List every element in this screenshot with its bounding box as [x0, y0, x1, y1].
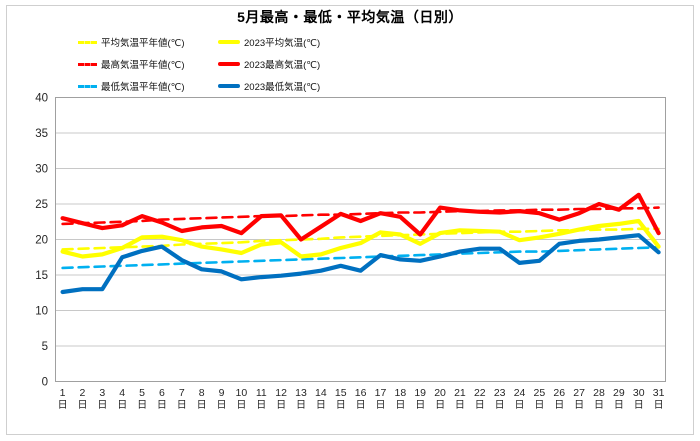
plot-border [55, 97, 666, 382]
legend-label: 最高気温平年値(℃) [101, 60, 185, 71]
chart-title: 5月最高・最低・平均気温（日別） [237, 9, 463, 25]
x-axis-tick-suffix: 日 [336, 400, 346, 411]
x-axis-tick-suffix: 日 [554, 400, 564, 411]
x-axis-tick-label: 27 [573, 387, 585, 399]
x-axis-tick-label: 26 [553, 387, 565, 399]
x-axis-tick-suffix: 日 [415, 400, 425, 411]
x-axis-tick-label: 3 [99, 387, 105, 399]
x-axis-tick-suffix: 日 [574, 400, 584, 411]
x-axis-tick-suffix: 日 [654, 400, 664, 411]
x-axis-tick-suffix: 日 [77, 400, 87, 411]
x-axis-tick-label: 12 [275, 387, 287, 399]
legend-item-max-2023: 2023最高気温(℃) [218, 57, 320, 71]
x-axis-tick-suffix: 日 [435, 400, 445, 411]
y-axis-tick-label: 5 [42, 341, 48, 353]
x-axis-tick-suffix: 日 [356, 400, 366, 411]
x-axis-tick-suffix: 日 [236, 400, 246, 411]
x-axis-tick-label: 13 [295, 387, 307, 399]
x-axis-tick-label: 25 [534, 387, 546, 399]
x-axis-tick-suffix: 日 [177, 400, 187, 411]
legend-label: 2023最高気温(℃) [244, 60, 321, 71]
x-axis-tick-label: 30 [633, 387, 645, 399]
x-axis-tick-suffix: 日 [296, 400, 306, 411]
legend-label: 平均気温平年値(℃) [101, 38, 185, 49]
red-solid-line-icon [218, 62, 240, 66]
y-axis-tick-label: 30 [35, 164, 48, 176]
blue-solid-line-icon [218, 84, 240, 88]
x-axis-tick-label: 10 [236, 387, 248, 399]
x-axis-tick-label: 19 [414, 387, 426, 399]
x-axis-tick-label: 9 [219, 387, 225, 399]
legend-label: 2023平均気温(℃) [244, 38, 321, 49]
x-axis-tick-suffix: 日 [276, 400, 286, 411]
x-axis-tick-label: 23 [494, 387, 506, 399]
x-axis-tick-label: 20 [434, 387, 446, 399]
x-axis-tick-suffix: 日 [495, 400, 505, 411]
legend-item-avg-normal: 平均気温平年値(℃) [78, 35, 185, 49]
legend-item-avg-2023: 2023平均気温(℃) [218, 35, 320, 49]
x-axis-tick-suffix: 日 [395, 400, 405, 411]
x-axis-tick-suffix: 日 [634, 400, 644, 411]
y-axis-tick-label: 10 [35, 306, 48, 318]
x-axis-tick-label: 6 [159, 387, 165, 399]
x-axis-tick-suffix: 日 [58, 400, 68, 411]
x-axis-tick-suffix: 日 [217, 400, 227, 411]
x-axis-tick-label: 29 [613, 387, 625, 399]
x-axis-tick-suffix: 日 [614, 400, 624, 411]
x-axis-tick-suffix: 日 [534, 400, 544, 411]
chart-frame [6, 5, 694, 435]
x-axis-tick-label: 17 [375, 387, 387, 399]
x-axis-tick-suffix: 日 [157, 400, 167, 411]
legend-item-max-normal: 最高気温平年値(℃) [78, 57, 185, 71]
x-axis-tick-label: 5 [139, 387, 145, 399]
x-axis-tick-suffix: 日 [97, 400, 107, 411]
x-axis-tick-label: 8 [199, 387, 205, 399]
series-line-4 [61, 246, 660, 270]
red-dashed-line-icon [78, 62, 97, 66]
x-axis-tick-label: 15 [335, 387, 347, 399]
y-axis-tick-label: 20 [35, 235, 48, 247]
x-axis-tick-label: 31 [653, 387, 665, 399]
x-axis-tick-label: 21 [454, 387, 466, 399]
x-axis-tick-suffix: 日 [316, 400, 326, 411]
legend-label: 最低気温平年値(℃) [101, 82, 185, 93]
x-axis-tick-label: 1 [60, 387, 66, 399]
x-axis-tick-label: 16 [355, 387, 367, 399]
legend-label: 2023最低気温(℃) [244, 82, 321, 93]
series-line-3 [60, 192, 661, 242]
x-axis-tick-suffix: 日 [137, 400, 147, 411]
x-axis-tick-suffix: 日 [256, 400, 266, 411]
y-axis-tick-label: 0 [42, 377, 48, 389]
legend-item-min-2023: 2023最低気温(℃) [218, 79, 320, 93]
x-axis-tick-suffix: 日 [475, 400, 485, 411]
x-axis-tick-suffix: 日 [515, 400, 525, 411]
y-axis-tick-label: 25 [35, 199, 48, 211]
x-axis-tick-label: 7 [179, 387, 185, 399]
x-axis-tick-suffix: 日 [117, 400, 127, 411]
x-axis-tick-label: 2 [80, 387, 86, 399]
series-line-5 [60, 233, 661, 295]
y-axis-tick-label: 35 [35, 128, 48, 140]
x-axis-tick-suffix: 日 [375, 400, 385, 411]
x-axis-tick-suffix: 日 [455, 400, 465, 411]
x-axis-tick-label: 11 [256, 387, 267, 399]
x-axis-tick-suffix: 日 [594, 400, 604, 411]
x-axis-tick-label: 22 [474, 387, 486, 399]
series-line-1 [60, 218, 661, 259]
x-axis-tick-suffix: 日 [197, 400, 207, 411]
series-line-2 [61, 206, 660, 226]
y-axis-tick-label: 40 [35, 93, 48, 105]
x-axis-tick-label: 14 [315, 387, 327, 399]
x-axis-tick-label: 24 [514, 387, 526, 399]
legend-item-min-normal: 最低気温平年値(℃) [78, 79, 185, 93]
x-axis-tick-label: 28 [593, 387, 605, 399]
y-axis-tick-label: 15 [35, 270, 48, 282]
x-axis-tick-label: 4 [119, 387, 125, 399]
lightblue-dashed-line-icon [78, 84, 97, 88]
yellow-solid-line-icon [218, 40, 240, 44]
x-axis-tick-label: 18 [394, 387, 406, 399]
yellow-dashed-line-icon [78, 40, 97, 44]
